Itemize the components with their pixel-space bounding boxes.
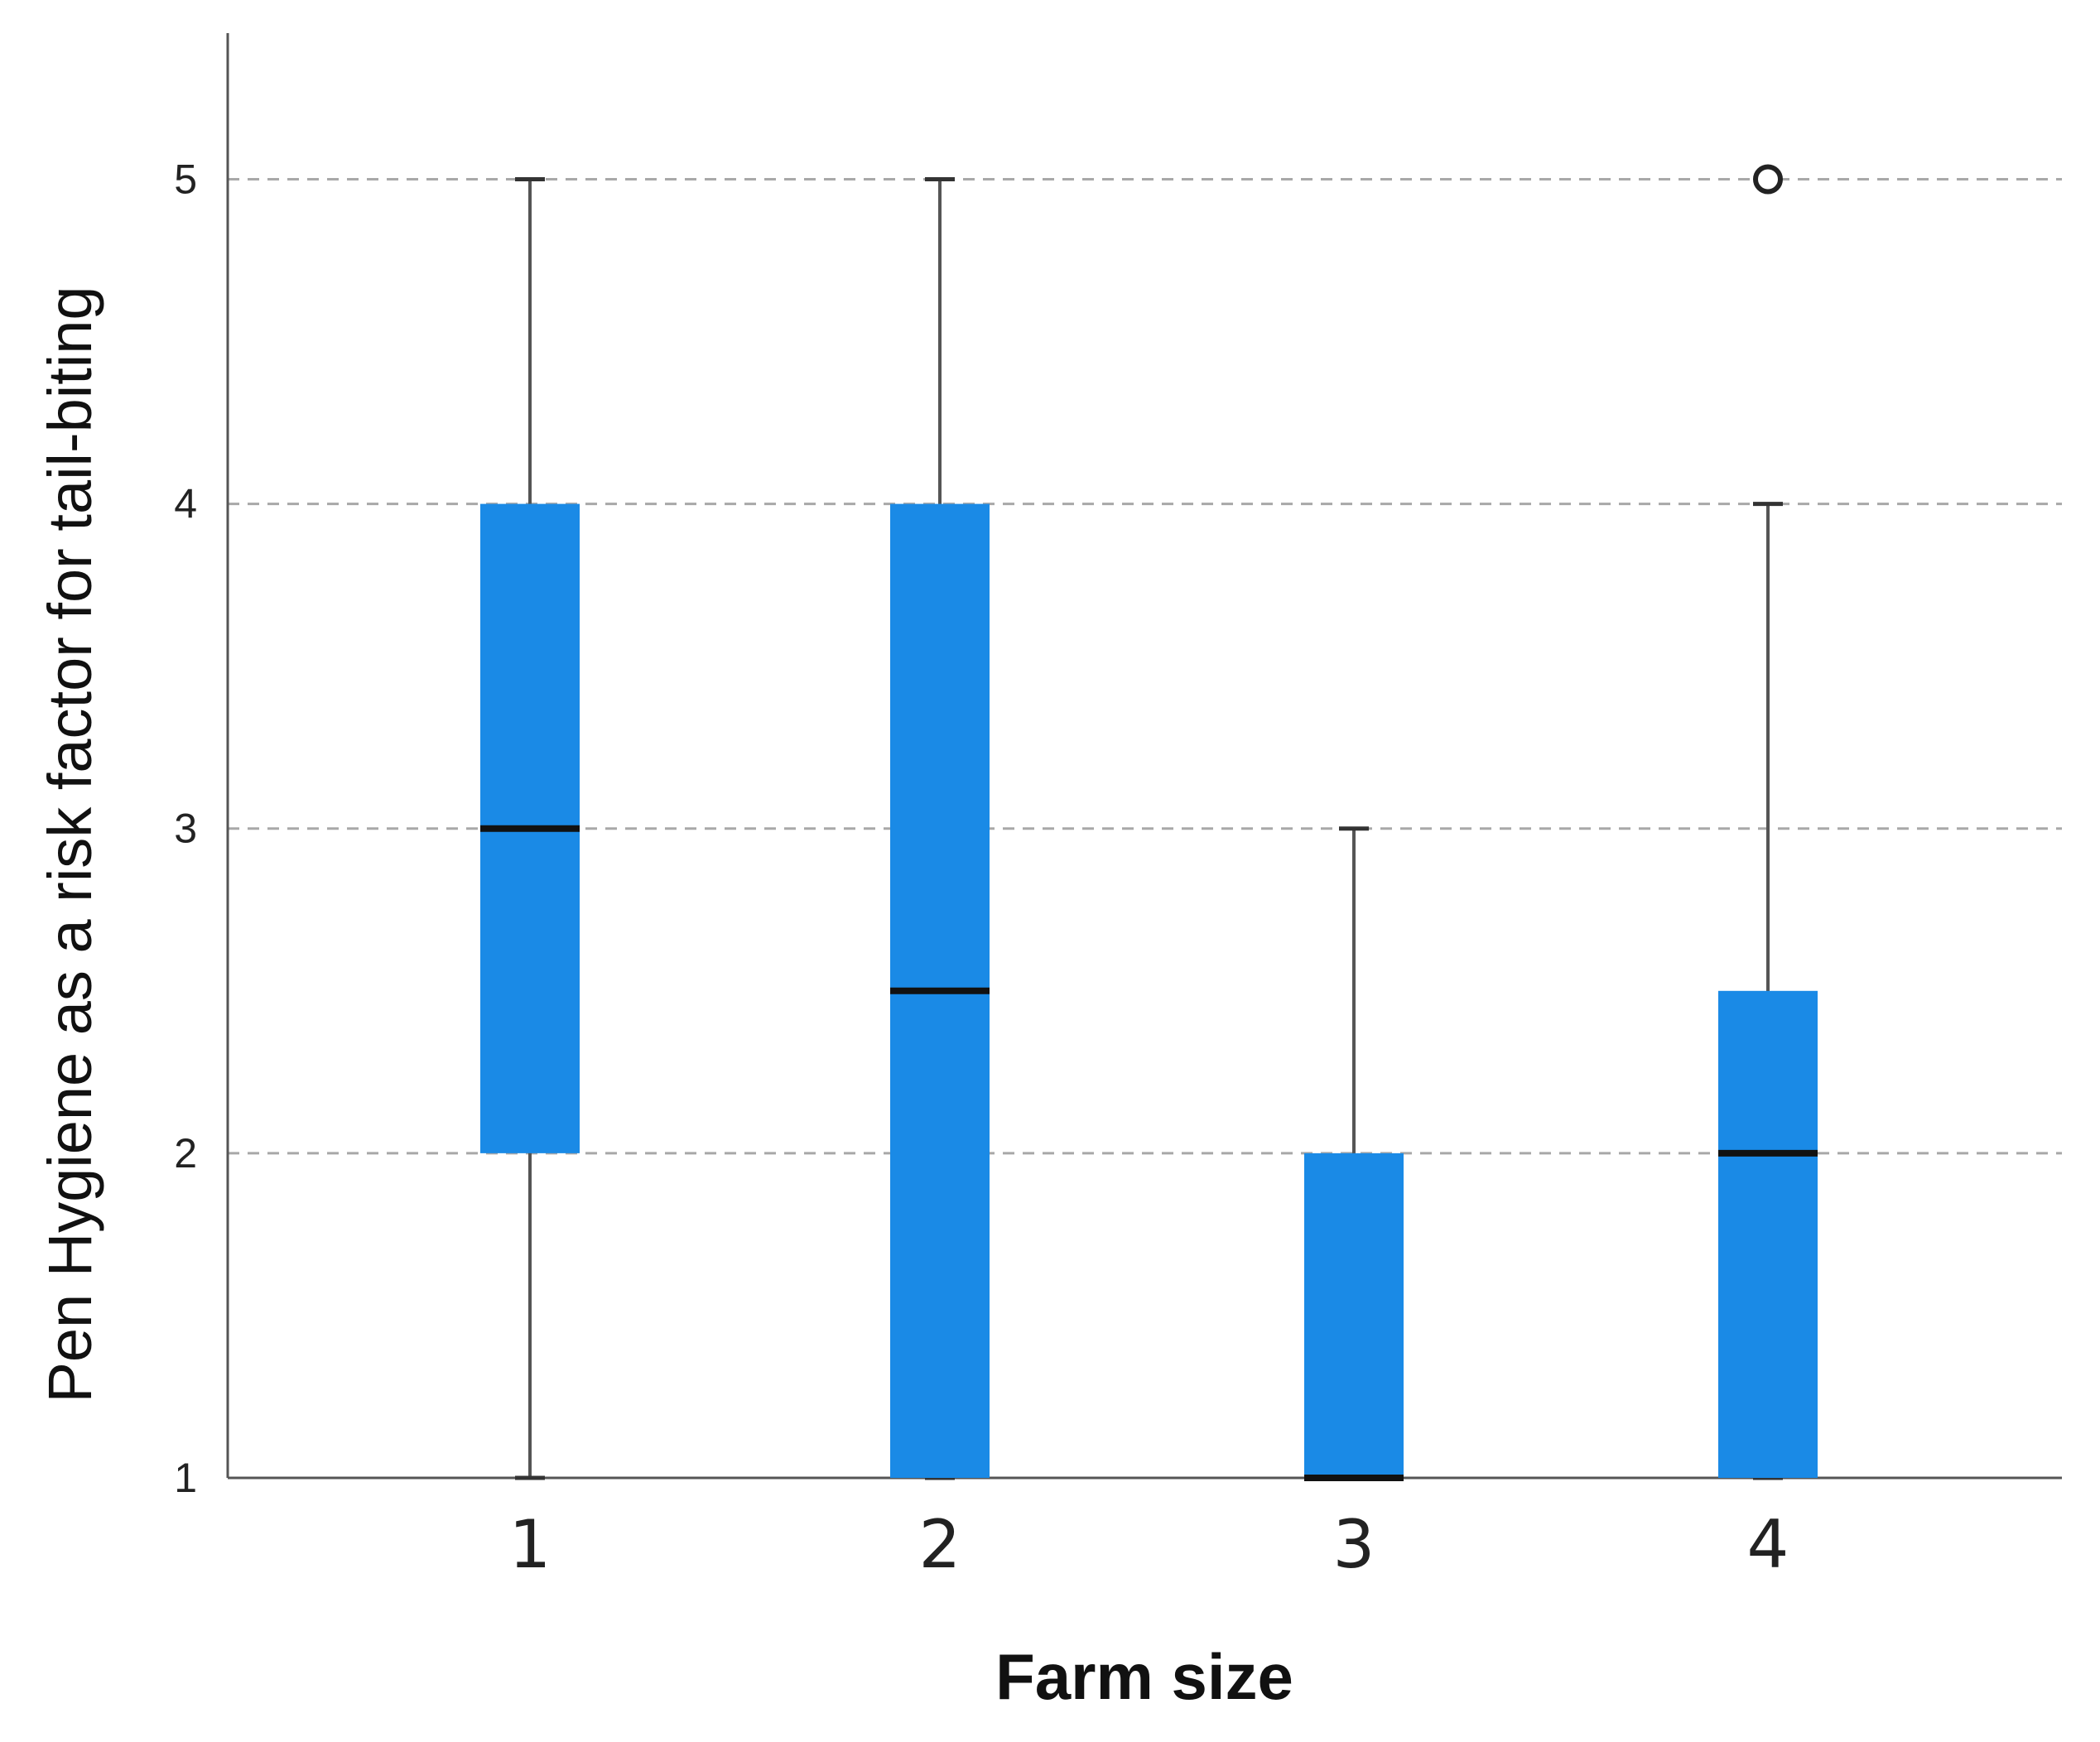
box-group: [480, 176, 580, 1480]
y-tick-labels: 1 2 3 4 5: [174, 156, 197, 1501]
box-iqr: [1718, 990, 1818, 1478]
y-tick-label: 4: [174, 481, 197, 527]
x-axis-label: Farm size: [995, 1640, 1293, 1713]
box-iqr: [1304, 1153, 1404, 1478]
box-series: [480, 164, 1818, 1481]
outlier-point: [1753, 164, 1783, 195]
x-tick-label: 2: [919, 1506, 961, 1583]
box-group: [1718, 164, 1818, 1480]
y-tick-label: 1: [174, 1455, 197, 1501]
x-tick-label: 4: [1747, 1506, 1789, 1583]
box-group: [890, 176, 990, 1480]
y-tick-label: 3: [174, 806, 197, 852]
y-tick-label: 2: [174, 1130, 197, 1177]
x-tick-label: 3: [1333, 1506, 1375, 1583]
y-axis-label: Pen Hygiene as a risk factor for tail-bi…: [36, 286, 104, 1403]
box-group: [1304, 826, 1404, 1481]
x-tick-labels: 1 2 3 4: [509, 1506, 1789, 1583]
x-tick-label: 1: [509, 1506, 551, 1583]
y-tick-label: 5: [174, 156, 197, 202]
